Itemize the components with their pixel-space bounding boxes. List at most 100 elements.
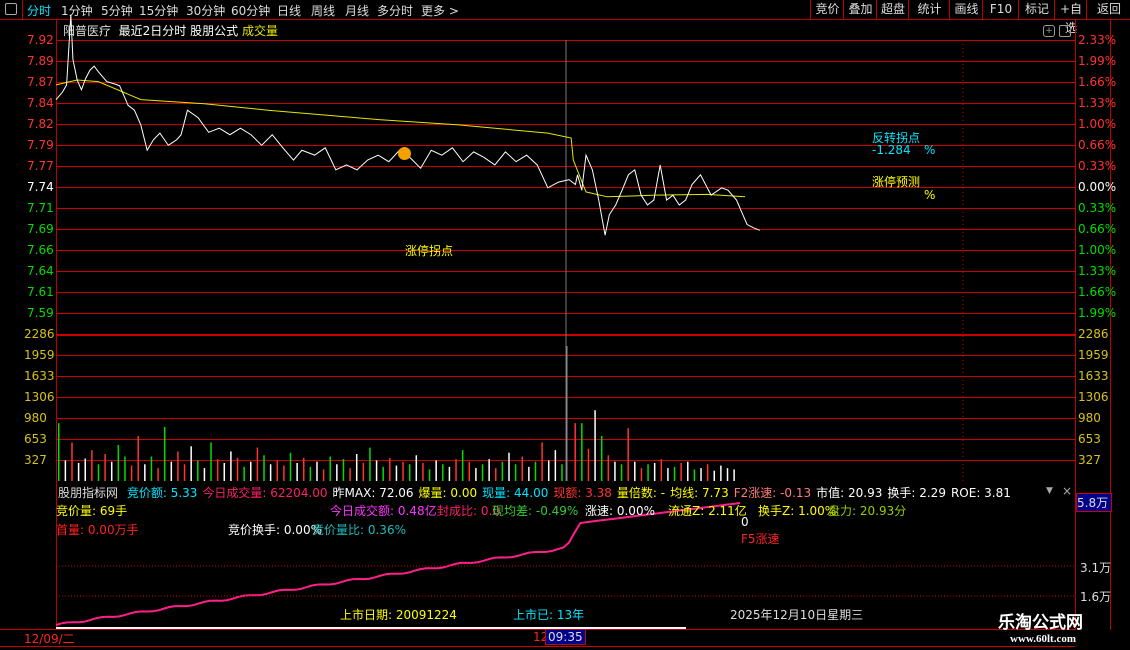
zoom-in-icon[interactable]: + — [1043, 25, 1055, 37]
volume-bar — [534, 461, 537, 481]
volume-bar — [355, 453, 358, 481]
price-axis-label: 7.66 — [27, 243, 54, 257]
tab-6[interactable]: 日线 — [277, 4, 302, 18]
reverse-pivot-pct: % — [924, 143, 936, 157]
toolbar-button-4[interactable]: 画线 — [949, 0, 983, 19]
volume-bar — [442, 464, 444, 481]
price-axis-label: 7.64 — [27, 264, 54, 278]
price-axis-label: 7.77 — [27, 159, 54, 173]
toolbar-button-6[interactable]: 标记 — [1018, 0, 1055, 19]
mode-label[interactable]: 最近2日分时 — [118, 24, 187, 38]
volume-bar — [514, 464, 517, 481]
price-axis-label: 7.84 — [27, 96, 54, 110]
volume-bar — [84, 458, 86, 481]
volume-axis-label-right: 1959 — [1078, 348, 1109, 362]
time-axis-bottom — [0, 646, 1075, 647]
volume-bar — [349, 468, 351, 481]
tab-1[interactable]: 1分钟 — [61, 4, 93, 18]
price-axis-label: 7.87 — [27, 75, 54, 89]
price-line — [55, 14, 761, 236]
tab-9[interactable]: 多分时 — [377, 4, 414, 18]
tab-2[interactable]: 5分钟 — [101, 4, 133, 18]
volume-bar — [289, 452, 292, 481]
layout-toggle-icon[interactable] — [5, 3, 17, 15]
toolbar-button-1[interactable]: 叠加 — [843, 0, 877, 19]
chart-header: 阳普医疗 最近2日分时 股朋公式 成交量 — [63, 22, 278, 39]
toolbar-button-2[interactable]: 超盘 — [876, 0, 909, 19]
tab-3[interactable]: 15分钟 — [139, 4, 179, 18]
toolbar-button-0[interactable]: 竞价 — [810, 0, 844, 19]
watermark-logo: 乐淘公式网 — [998, 613, 1083, 633]
site-label: 股朋指标网 — [58, 486, 119, 500]
volume-bar — [243, 466, 245, 481]
pct-axis-label: 0.33% — [1078, 201, 1117, 215]
speed: 涨速: 0.00% — [585, 504, 655, 518]
tab-5[interactable]: 60分钟 — [231, 4, 271, 18]
price-axis-label: 7.59 — [27, 306, 54, 320]
formula-label[interactable]: 股朋公式 — [190, 24, 239, 38]
toolbar-button-3[interactable]: 统计 — [908, 0, 950, 19]
dropdown-icon[interactable]: ▼ — [1046, 486, 1053, 496]
tab-7[interactable]: 周线 — [311, 4, 336, 18]
signal-icon — [398, 147, 411, 160]
volume-bar — [673, 466, 676, 481]
axis-border — [1110, 20, 1111, 630]
annotation-reverse-pivot: 反转拐点 — [872, 131, 921, 145]
volume-bar — [362, 462, 365, 481]
volume-bar — [687, 461, 689, 481]
volume-bar — [461, 450, 464, 481]
price-axis-label: 7.82 — [27, 117, 54, 131]
volume-bar — [203, 468, 206, 481]
volume-bar — [455, 459, 457, 481]
tab-0[interactable]: 分时 — [27, 4, 52, 18]
volume-bar — [170, 461, 173, 481]
average-price-line — [55, 79, 746, 198]
price-axis-label: 7.61 — [27, 285, 54, 299]
tab-4[interactable]: 30分钟 — [186, 4, 226, 18]
volume-axis-label-right: 327 — [1078, 453, 1101, 467]
volume-bar — [216, 459, 219, 481]
panel-toggle-icon[interactable] — [1059, 25, 1071, 37]
volume-bar — [230, 451, 232, 481]
volume-bar — [302, 457, 305, 481]
volume-bar — [150, 456, 153, 481]
volume-bar — [144, 464, 146, 481]
volume-axis-label-left: 1633 — [24, 369, 55, 383]
tab-8[interactable]: 月线 — [345, 4, 370, 18]
pct-axis-label: 1.00% — [1078, 117, 1117, 131]
today-date: 2025年12月10日星期三 — [730, 608, 864, 622]
volume-bar — [157, 468, 159, 481]
volume-bar — [382, 466, 384, 481]
volume-bar — [726, 468, 729, 481]
first-volume: 首量: 0.00万手 — [56, 523, 139, 537]
price-axis-label: 7.89 — [27, 54, 54, 68]
indicator-label[interactable]: 成交量 — [241, 24, 278, 38]
pct-axis-label: 1.33% — [1078, 96, 1117, 110]
volume-axis-label-left: 1306 — [24, 390, 55, 404]
volume-bar — [309, 466, 312, 481]
float-z: 流通Z: 2.11亿 — [668, 504, 747, 518]
divider — [22, 0, 23, 19]
cursor-time[interactable]: 09:35 — [545, 629, 586, 645]
volume-bar — [501, 461, 504, 481]
price-axis-label: 7.92 — [27, 33, 54, 47]
indicator-value: 均线: 7.73 — [670, 486, 729, 500]
volume-bar — [256, 447, 259, 481]
pct-axis-label: 1.66% — [1078, 285, 1117, 299]
volume-bar — [402, 461, 404, 481]
volume-bar — [375, 460, 378, 481]
seal-ratio: 封成比: 0.0 — [437, 504, 500, 518]
indicator-value: 量倍数: - — [616, 486, 666, 500]
volume-axis-label-right: 980 — [1078, 411, 1101, 425]
toolbar-button-8[interactable]: 返回 — [1086, 0, 1130, 19]
toolbar-button-5[interactable]: F10 — [982, 0, 1019, 19]
indicator-value: 昨MAX: 72.06 — [332, 486, 414, 500]
volume-bar — [640, 468, 643, 481]
close-icon[interactable]: × — [1062, 484, 1073, 498]
volume-bar — [183, 464, 186, 481]
cum-label-mid: 3.1万 — [1080, 561, 1112, 575]
auction-ratio: 竞价量比: 0.36% — [312, 523, 406, 537]
tab-10[interactable]: 更多 > — [421, 4, 459, 18]
indicator-value: 今日成交量: 62204.00 — [202, 486, 328, 500]
